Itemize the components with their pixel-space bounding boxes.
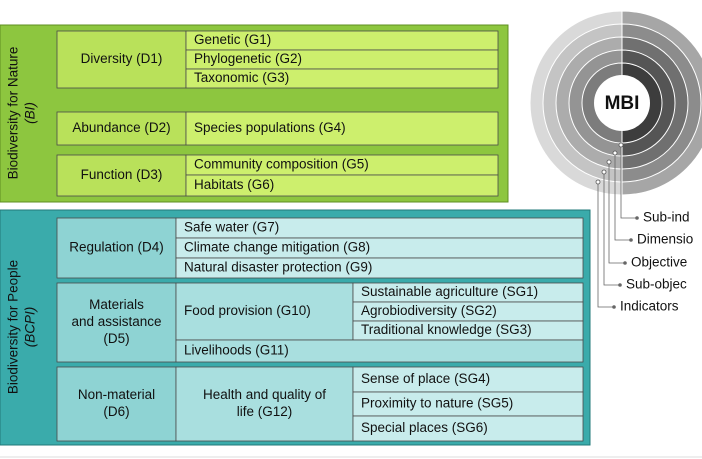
leader-end: [623, 261, 627, 265]
objective-label: Natural disaster protection (G9): [184, 260, 372, 275]
legend-level: Sub-ind: [643, 210, 690, 225]
objective-label: Taxonomic (G3): [194, 70, 289, 85]
dimension-label: (D5): [103, 331, 129, 346]
dimension-label: (D6): [103, 404, 129, 419]
legend: MBI Sub-ind Dimensio Objective Sub-objec Indi…: [529, 10, 702, 314]
objective-label: Habitats (G6): [194, 177, 274, 192]
objective-box: [185, 174, 499, 197]
leader-dot: [595, 179, 601, 185]
objective-label: Phylogenetic (G2): [194, 51, 302, 66]
legend-level: Dimensio: [637, 232, 693, 247]
dimension-label: Non-material: [78, 387, 155, 402]
objective-label: life (G12): [237, 404, 293, 419]
sub-objective-label: Agrobiodiversity (SG2): [361, 303, 497, 318]
dimension-label: and assistance: [71, 314, 161, 329]
dimension-box: [56, 282, 177, 363]
legend-center: MBI: [605, 93, 640, 114]
nature-code: (BI): [23, 102, 38, 124]
sub-objective-label: Traditional knowledge (SG3): [361, 322, 532, 337]
leader-dot: [612, 150, 618, 156]
ring-center: [594, 75, 650, 131]
leader-line: [597, 184, 614, 308]
objective-label: Climate change mitigation (G8): [184, 240, 370, 255]
objective-box: [175, 339, 584, 363]
leader-end: [612, 305, 616, 309]
leader-dot: [618, 142, 624, 148]
dimension-label: Regulation (D4): [69, 240, 164, 255]
objective-label: Food provision (G10): [184, 303, 311, 318]
objective-label: Livelihoods (G11): [184, 343, 289, 358]
people-title: Biodiversity for People: [6, 260, 21, 394]
dimension-box: [56, 366, 177, 442]
leader-line: [603, 174, 620, 286]
sub-objective-label: Proximity to nature (SG5): [361, 396, 513, 411]
people-code: (BCPI): [23, 307, 38, 348]
leader-line: [608, 164, 625, 264]
dimension-box: [56, 30, 187, 89]
objective-box: [175, 282, 354, 341]
legend-level: Objective: [631, 255, 687, 270]
sub-objective-box: [352, 391, 584, 417]
objective-box: [175, 366, 354, 442]
objective-box: [175, 257, 584, 279]
objective-label: Community composition (G5): [194, 157, 369, 172]
leader-line: [620, 147, 637, 219]
leader-end: [618, 283, 622, 287]
objective-label: Genetic (G1): [194, 32, 271, 47]
objective-box: [185, 111, 499, 146]
dimension-box: [56, 154, 187, 197]
nature-title: Biodiversity for Nature: [6, 47, 21, 180]
sub-objective-label: Sense of place (SG4): [361, 371, 490, 386]
leader-line: [614, 155, 631, 241]
leader-dot: [601, 169, 607, 175]
sub-objective-box: [352, 415, 584, 442]
leader-end: [629, 238, 633, 242]
dimension-label: Abundance (D2): [72, 120, 170, 135]
sub-objective-label: Special places (SG6): [361, 420, 488, 435]
dimension-label: Function (D3): [81, 167, 163, 182]
dimension-box: [56, 111, 187, 146]
legend-level: Indicators: [620, 299, 679, 314]
leader-dot: [606, 159, 612, 165]
objective-label: Safe water (G7): [184, 220, 279, 235]
objective-label: Species populations (G4): [194, 120, 346, 135]
sub-objective-label: Sustainable agriculture (SG1): [361, 284, 538, 299]
dimension-box: [56, 217, 177, 279]
objective-label: Health and quality of: [203, 387, 326, 402]
dimension-label: Materials: [89, 297, 144, 312]
sub-objective-box: [352, 366, 584, 393]
objective-box: [185, 68, 499, 89]
dimension-label: Diversity (D1): [81, 51, 163, 66]
leader-end: [635, 216, 639, 220]
legend-level: Sub-objec: [626, 277, 687, 292]
